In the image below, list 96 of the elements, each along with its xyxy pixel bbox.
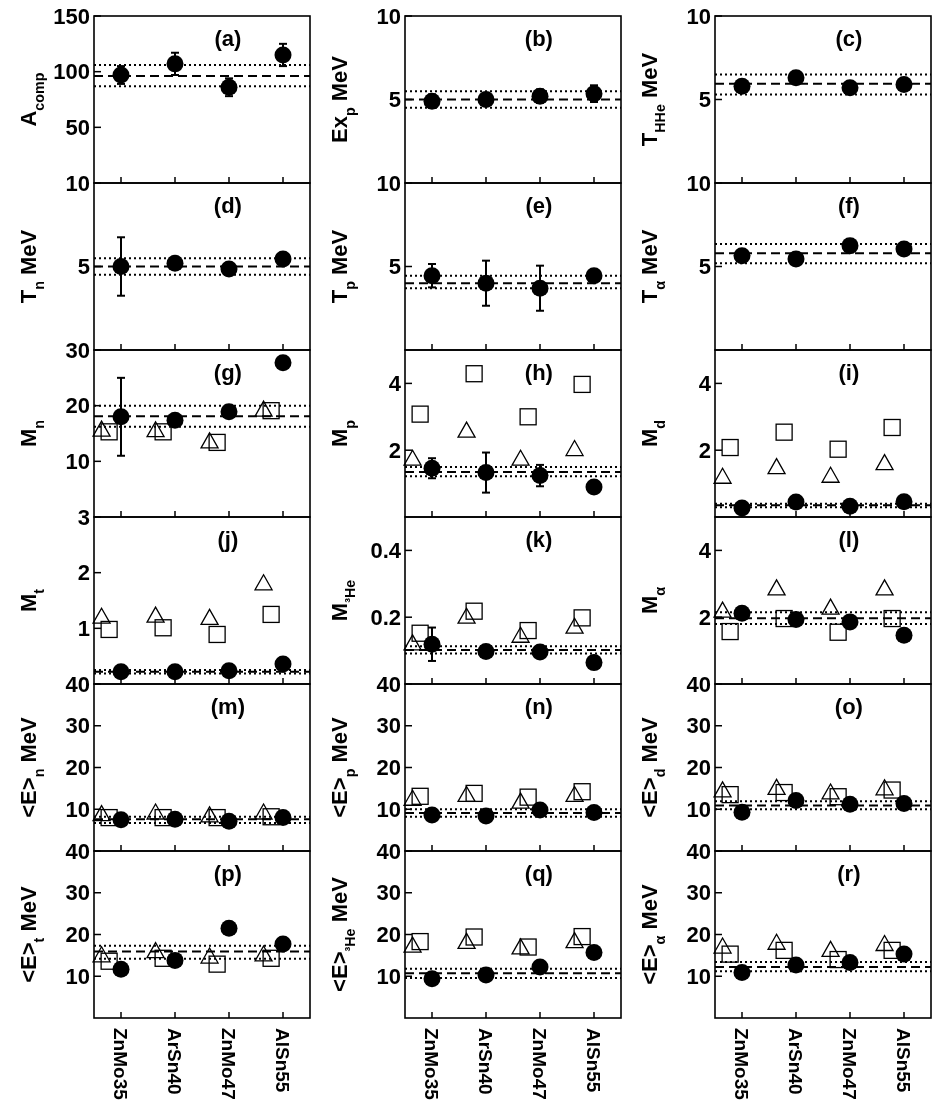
y-tick-label: 20 — [686, 922, 711, 948]
y-tick-label: 50 — [65, 115, 90, 141]
y-tick-label: 40 — [686, 671, 711, 697]
y-tick-label: 20 — [65, 393, 90, 419]
y-tick-label: 3 — [77, 504, 90, 530]
x-tick-label: ZnMo47 — [529, 1028, 551, 1100]
y-tick-label: 20 — [686, 755, 711, 781]
annotation: (i) — [838, 360, 860, 385]
point — [112, 258, 130, 275]
y-tick-label: 1 — [77, 616, 90, 642]
x-tick-label: AlSn55 — [583, 1028, 605, 1093]
y-tick-label: 10 — [376, 3, 401, 29]
y-tick-label: 5 — [698, 87, 711, 113]
y-tick-label: 4 — [698, 371, 712, 397]
annotation: (c) — [835, 26, 863, 51]
y-tick-label: 30 — [65, 713, 90, 739]
annotation: (b) — [524, 26, 553, 51]
y-tick-label: 10 — [686, 3, 711, 29]
annotation: (h) — [524, 360, 553, 385]
annotation: (q) — [524, 861, 553, 886]
annotation: (m) — [210, 694, 246, 719]
x-tick-label: ZnMo47 — [839, 1028, 861, 1100]
y-tick-label: 40 — [686, 838, 711, 864]
y-tick-label: 150 — [53, 3, 90, 29]
annotation: (j) — [217, 527, 239, 552]
x-tick-label: ZnMo35 — [731, 1028, 753, 1101]
y-tick-label: 2 — [77, 560, 90, 586]
y-tick-label: 20 — [65, 922, 90, 948]
y-tick-label: 20 — [376, 755, 401, 781]
point — [787, 69, 805, 87]
x-tick-label: AlSn55 — [272, 1028, 294, 1093]
y-tick-label: 5 — [388, 87, 401, 113]
annotation: (f) — [837, 193, 860, 218]
y-tick-label: 5 — [77, 254, 90, 280]
x-tick-label: ZnMo35 — [421, 1028, 443, 1101]
y-tick-label: 40 — [65, 838, 90, 864]
annotation: (p) — [213, 861, 242, 886]
y-tick-label: 2 — [698, 437, 711, 463]
x-tick-label: ArSn40 — [475, 1028, 497, 1095]
y-tick-label: 30 — [65, 337, 90, 363]
annotation: (k) — [525, 527, 553, 552]
y-tick-label: 10 — [686, 963, 711, 989]
y-tick-label: 30 — [376, 713, 401, 739]
point — [841, 79, 859, 97]
y-tick-label: 10 — [376, 170, 401, 196]
y-tick-label: 10 — [376, 963, 401, 989]
y-tick-label: 0.2 — [370, 604, 401, 630]
point — [895, 75, 913, 93]
point — [166, 55, 184, 73]
annotation: (l) — [838, 527, 860, 552]
y-tick-label: 40 — [376, 671, 401, 697]
y-tick-label: 4 — [388, 371, 402, 397]
y-tick-label: 2 — [388, 437, 401, 463]
annotation: (d) — [213, 193, 242, 218]
y-tick-label: 10 — [65, 796, 90, 822]
point — [787, 250, 805, 268]
y-tick-label: 10 — [686, 170, 711, 196]
annotation: (g) — [213, 360, 242, 385]
y-tick-label: 2 — [698, 604, 711, 630]
y-tick-label: 4 — [698, 538, 712, 564]
point — [220, 260, 238, 278]
x-tick-label: AlSn55 — [893, 1028, 915, 1093]
y-tick-label: 30 — [65, 880, 90, 906]
point — [220, 78, 238, 96]
x-tick-label: ZnMo47 — [218, 1028, 240, 1100]
y-tick-label: 10 — [686, 796, 711, 822]
y-tick-label: 10 — [376, 796, 401, 822]
annotation: (r) — [837, 861, 861, 886]
annotation: (n) — [524, 694, 553, 719]
point — [166, 254, 184, 272]
x-tick-label: ArSn40 — [785, 1028, 807, 1095]
point — [733, 247, 751, 265]
x-tick-label: ArSn40 — [164, 1028, 186, 1095]
y-tick-label: 30 — [376, 880, 401, 906]
annotation: (a) — [214, 26, 242, 51]
y-tick-label: 20 — [65, 755, 90, 781]
x-tick-label: ZnMo35 — [110, 1028, 132, 1101]
y-tick-label: 100 — [53, 59, 90, 85]
y-tick-label: 5 — [388, 254, 401, 280]
y-tick-label: 10 — [65, 170, 90, 196]
y-tick-label: 40 — [65, 671, 90, 697]
y-tick-label: 20 — [376, 922, 401, 948]
annotation: (e) — [525, 193, 553, 218]
annotation: (o) — [834, 694, 863, 719]
y-tick-label: 10 — [65, 963, 90, 989]
point — [112, 66, 130, 84]
point — [274, 46, 292, 64]
y-tick-label: 30 — [686, 713, 711, 739]
y-tick-label: 0.4 — [370, 538, 402, 564]
point — [895, 240, 913, 258]
point — [733, 77, 751, 95]
y-tick-label: 40 — [376, 838, 401, 864]
y-tick-label: 10 — [65, 449, 90, 475]
y-tick-label: 30 — [686, 880, 711, 906]
y-tick-label: 5 — [698, 254, 711, 280]
point — [274, 250, 292, 268]
